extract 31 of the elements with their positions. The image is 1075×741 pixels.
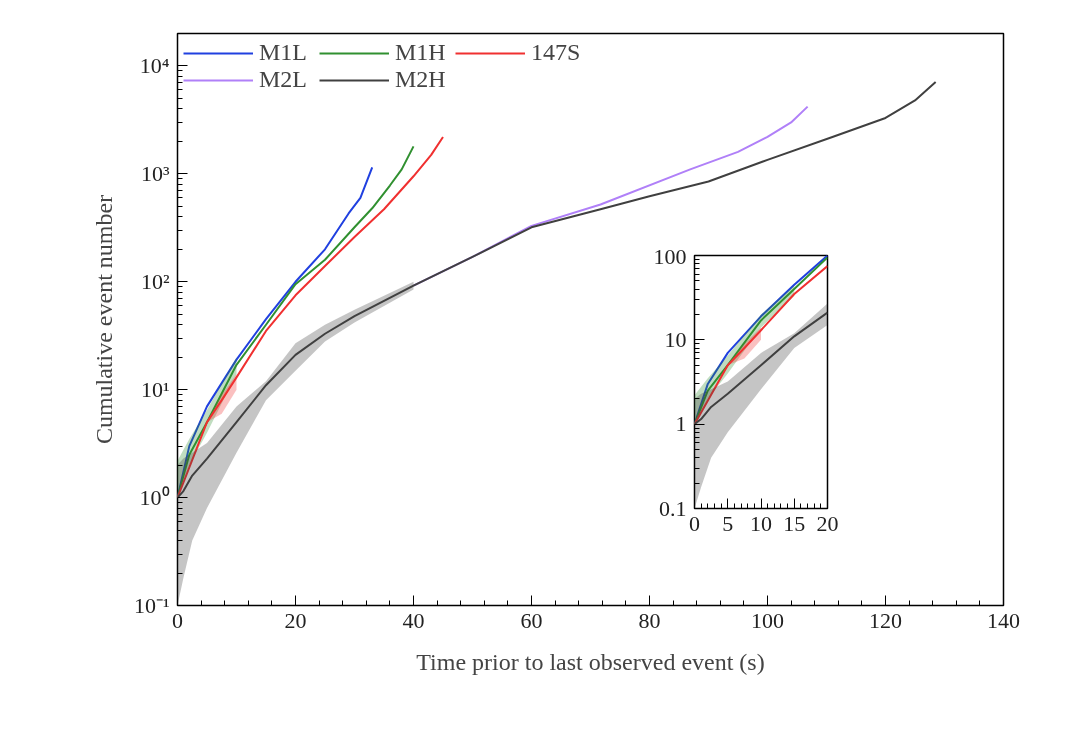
x-tick-label: 60 <box>520 607 543 633</box>
y-tick-label: 1 <box>675 411 687 437</box>
x-tick-label: 15 <box>783 510 806 536</box>
y-tick-label: 10⁻¹ <box>133 593 170 618</box>
legend-label: M1L <box>259 39 308 66</box>
x-tick-label: 120 <box>869 607 902 633</box>
x-tick-label: 40 <box>402 607 425 633</box>
y-tick-label: 100 <box>653 243 687 269</box>
y-tick-label: 10⁰ <box>139 485 170 511</box>
x-tick-label: 80 <box>638 607 661 633</box>
legend-label: 147S <box>531 39 582 66</box>
y-tick-label: 10² <box>140 269 170 295</box>
x-tick-label: 20 <box>816 510 839 536</box>
x-tick-label: 100 <box>751 607 784 633</box>
legend-label: M1H <box>395 39 447 66</box>
x-tick-label: 140 <box>987 607 1020 633</box>
y-tick-label: 0.1 <box>659 495 687 521</box>
line-series <box>694 311 828 426</box>
x-tick-label: 0 <box>689 510 700 536</box>
y-axis-title: Cumulative event number <box>90 194 117 445</box>
y-tick-label: 10³ <box>140 161 170 187</box>
y-tick-label: 10 <box>664 326 687 352</box>
x-axis-title: Time prior to last observed event (s) <box>416 648 765 675</box>
x-tick-label: 10 <box>750 510 772 536</box>
legend-label: M2L <box>259 66 308 93</box>
y-tick-label: 10¹ <box>140 377 170 403</box>
y-tick-label: 10⁴ <box>139 53 170 79</box>
x-tick-label: 20 <box>284 607 307 633</box>
legend-label: M2H <box>395 66 447 93</box>
x-tick-label: 5 <box>722 510 734 536</box>
x-tick-label: 0 <box>172 607 183 633</box>
